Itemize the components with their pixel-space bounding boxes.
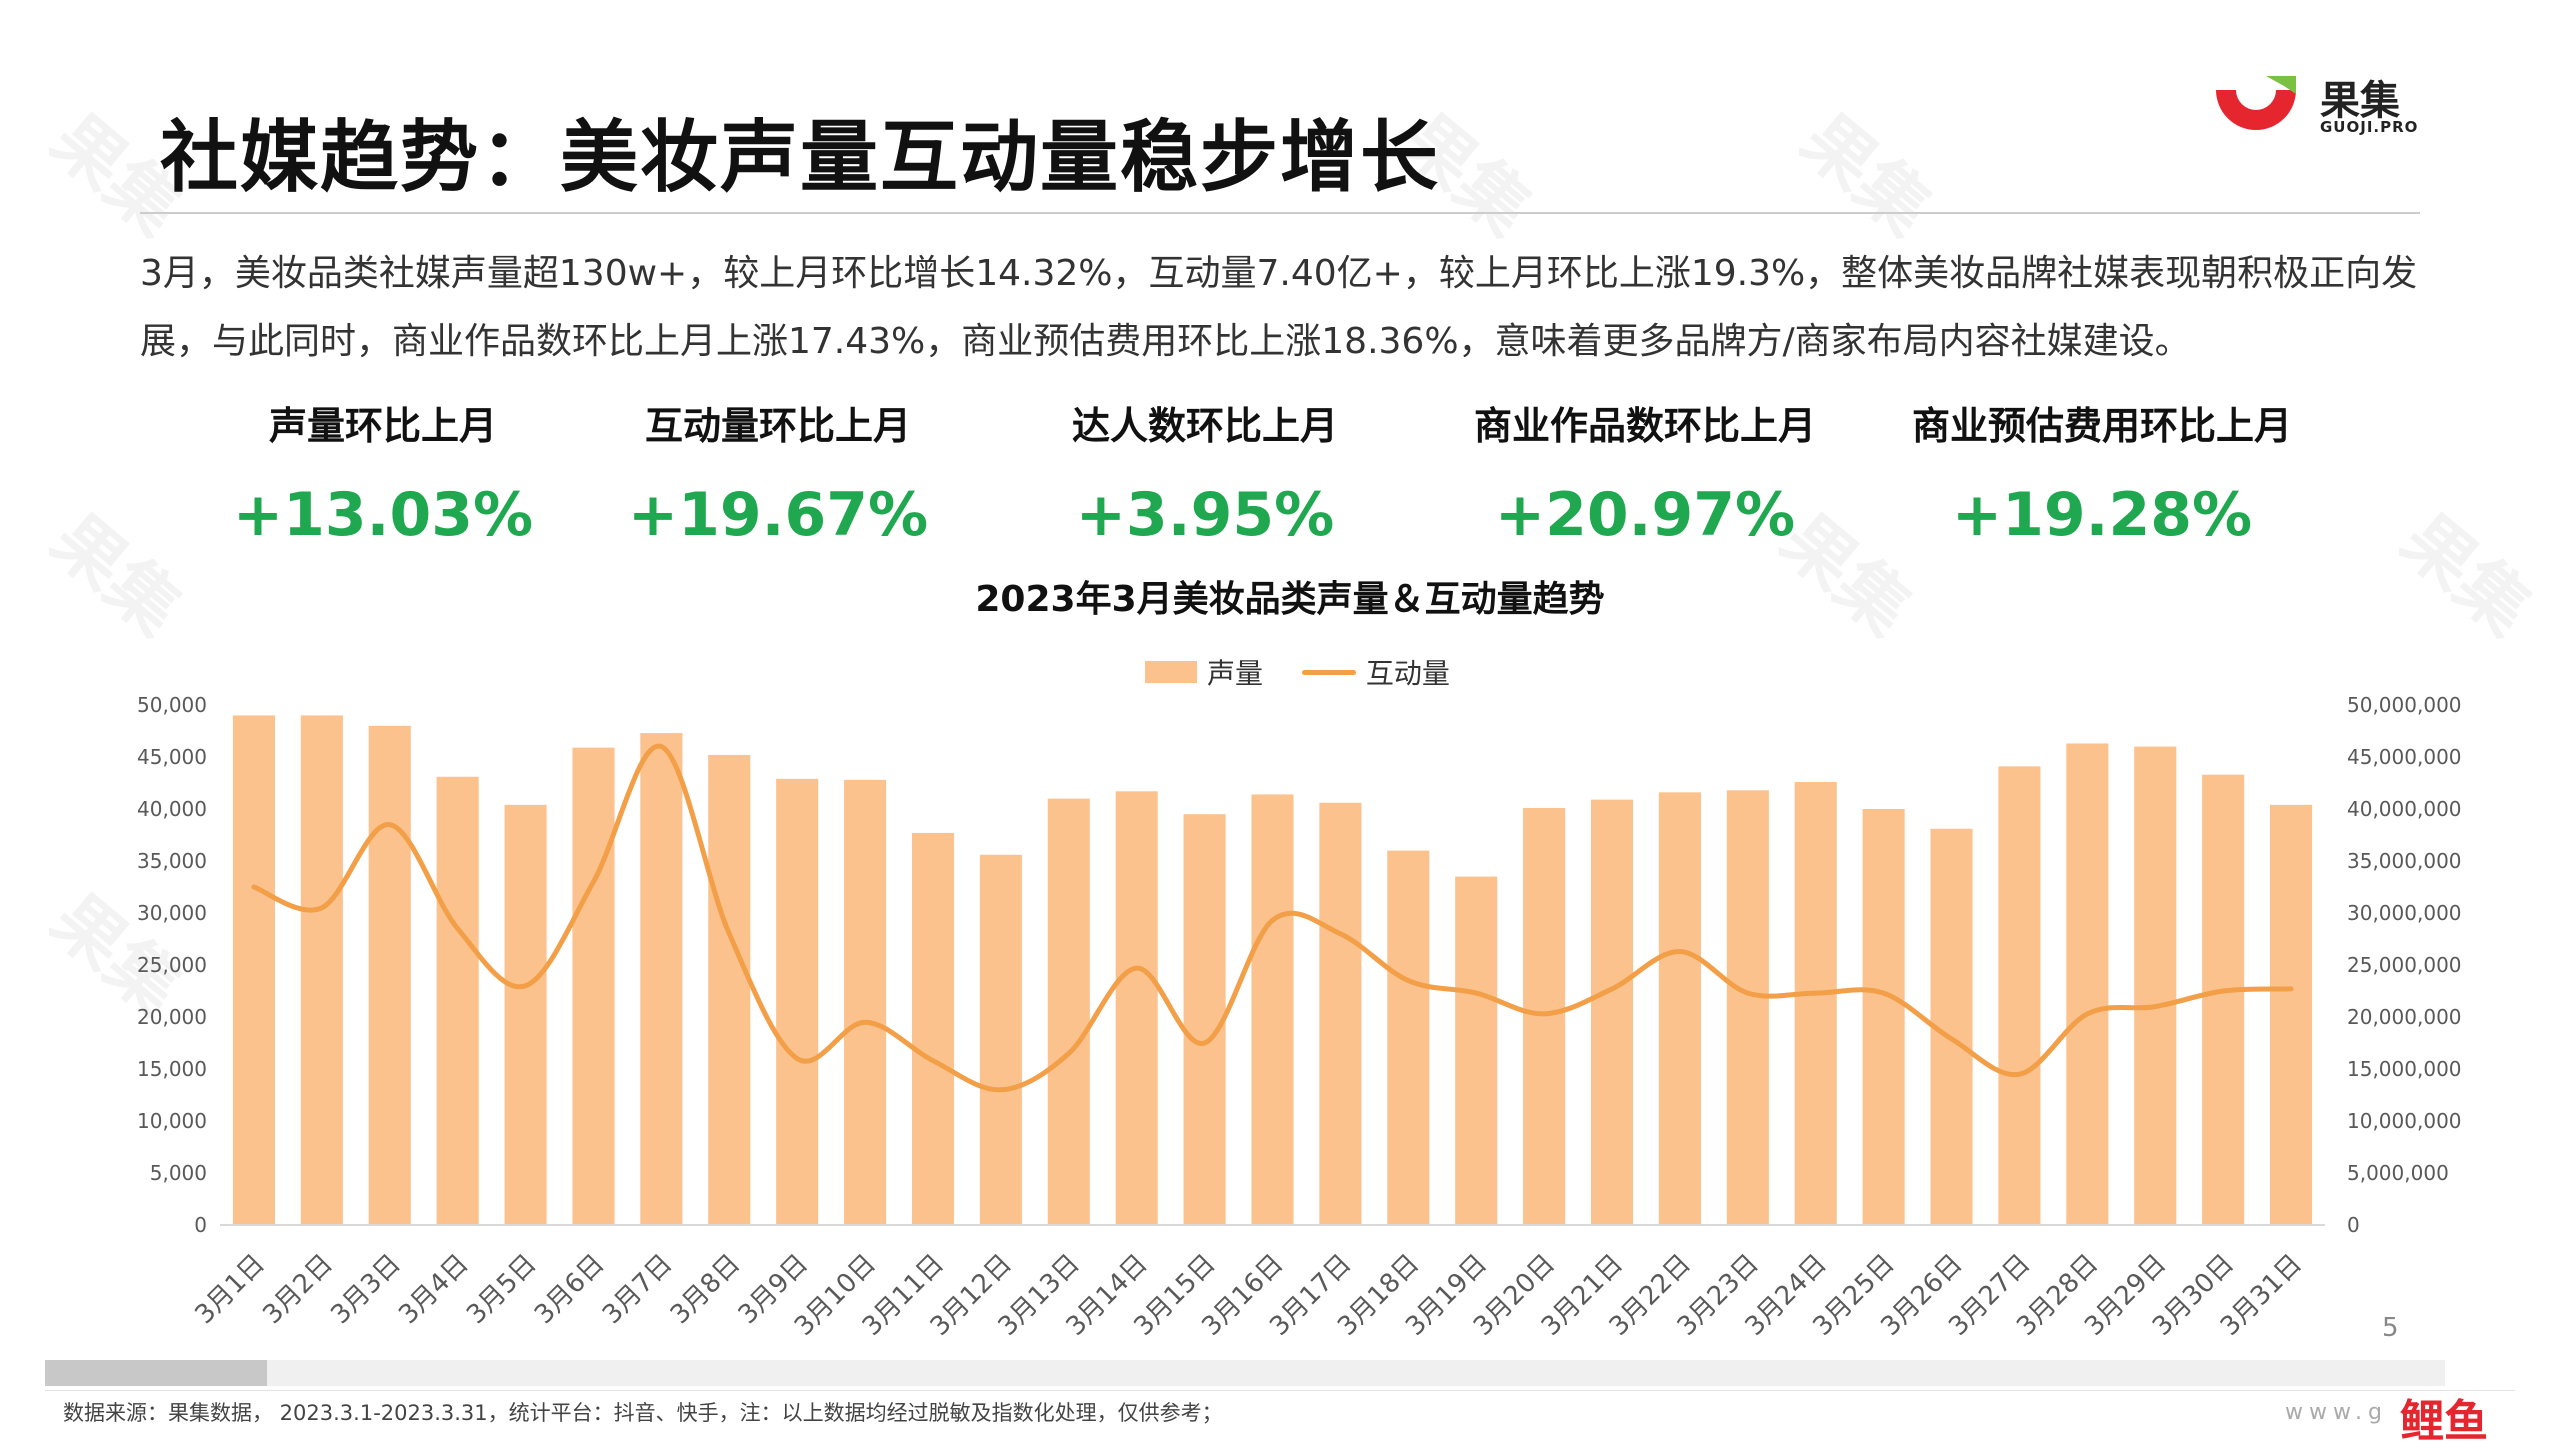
bar	[1251, 794, 1293, 1225]
kpi-label: 商业作品数环比上月	[1435, 395, 1855, 450]
kpi-value: +13.03%	[173, 480, 593, 550]
category-label: 3月3日	[325, 1249, 406, 1330]
right-axis-tick: 45,000,000	[2347, 745, 2462, 769]
right-axis-tick: 10,000,000	[2347, 1109, 2462, 1133]
right-axis-tick: 15,000,000	[2347, 1057, 2462, 1081]
bar	[1591, 800, 1633, 1225]
page-title: 社媒趋势：美妆声量互动量稳步增长	[160, 95, 1440, 207]
bar	[1319, 803, 1361, 1225]
category-label: 3月8日	[665, 1249, 746, 1330]
bar	[1795, 782, 1837, 1225]
bar	[640, 733, 682, 1225]
category-label: 3月4日	[393, 1249, 474, 1330]
bar	[1998, 766, 2040, 1225]
logo-subtitle: GUOJI.PRO	[2320, 118, 2418, 136]
header-divider	[140, 212, 2420, 214]
bar	[776, 779, 818, 1225]
bar	[437, 777, 479, 1225]
left-axis-tick: 25,000	[137, 953, 207, 977]
legend-line-swatch	[1302, 670, 1356, 675]
bar	[980, 855, 1022, 1225]
page-number: 5	[2382, 1313, 2399, 1343]
kpi-interaction: 互动量环比上月 +19.67%	[568, 395, 988, 550]
left-axis-tick: 30,000	[137, 901, 207, 925]
kpi-value: +3.95%	[995, 480, 1415, 550]
bar	[301, 715, 343, 1225]
kpi-value: +20.97%	[1435, 480, 1855, 550]
bar	[1455, 877, 1497, 1225]
intro-paragraph: 3月，美妆品类社媒声量超130w+，较上月环比增长14.32%，互动量7.40亿…	[140, 240, 2440, 376]
category-label: 3月6日	[529, 1249, 610, 1330]
bar	[233, 715, 275, 1225]
bar	[1048, 799, 1090, 1225]
category-label: 3月1日	[190, 1249, 271, 1330]
brand-watermark: 鲤鱼	[2400, 1385, 2488, 1449]
kpi-commercial-works: 商业作品数环比上月 +20.97%	[1435, 395, 1855, 550]
bar	[369, 726, 411, 1225]
kpi-value: +19.67%	[568, 480, 988, 550]
bar	[2134, 747, 2176, 1225]
bar	[1116, 791, 1158, 1225]
bar	[912, 833, 954, 1225]
bar	[2202, 775, 2244, 1225]
chart-title: 2023年3月美妆品类声量＆互动量趋势	[0, 570, 2560, 622]
left-axis-tick: 0	[194, 1213, 207, 1237]
left-axis-tick: 35,000	[137, 849, 207, 873]
bar	[1863, 809, 1905, 1225]
bar	[2066, 743, 2108, 1225]
bar	[1387, 851, 1429, 1225]
right-axis-tick: 25,000,000	[2347, 953, 2462, 977]
bar	[2270, 805, 2312, 1225]
bar	[572, 748, 614, 1225]
kpi-label: 达人数环比上月	[995, 395, 1415, 450]
scrollbar-thumb[interactable]	[45, 1360, 267, 1386]
left-axis-tick: 15,000	[137, 1057, 207, 1081]
right-axis-tick: 5,000,000	[2347, 1161, 2449, 1185]
category-label: 3月5日	[461, 1249, 542, 1330]
category-label: 3月2日	[257, 1249, 338, 1330]
bar	[1523, 808, 1565, 1225]
right-axis-tick: 35,000,000	[2347, 849, 2462, 873]
right-axis-tick: 0	[2347, 1213, 2360, 1237]
bar	[1659, 792, 1701, 1225]
left-axis-tick: 40,000	[137, 797, 207, 821]
left-axis-tick: 10,000	[137, 1109, 207, 1133]
kpi-label: 商业预估费用环比上月	[1892, 395, 2312, 450]
watermark: 果集	[1784, 87, 1956, 254]
footer-divider	[45, 1390, 2515, 1391]
bar	[708, 755, 750, 1225]
category-label: 3月7日	[597, 1249, 678, 1330]
left-axis-tick: 45,000	[137, 745, 207, 769]
kpi-commercial-cost: 商业预估费用环比上月 +19.28%	[1892, 395, 2312, 550]
kpi-label: 互动量环比上月	[568, 395, 988, 450]
bar	[1184, 814, 1226, 1225]
kpi-volume: 声量环比上月 +13.03%	[173, 395, 593, 550]
kpi-label: 声量环比上月	[173, 395, 593, 450]
left-axis-tick: 20,000	[137, 1005, 207, 1029]
bar	[505, 805, 547, 1225]
right-axis-tick: 40,000,000	[2347, 797, 2462, 821]
brand-url: www.g	[2285, 1400, 2388, 1425]
trend-chart: 0 5,000 10,000 15,000 20,000 25,000 30,000 35,0…	[0, 680, 2560, 1360]
kpi-influencers: 达人数环比上月 +3.95%	[995, 395, 1415, 550]
kpi-value: +19.28%	[1892, 480, 2312, 550]
right-axis-tick: 30,000,000	[2347, 901, 2462, 925]
bar	[1727, 790, 1769, 1225]
data-source-note: 数据来源：果集数据， 2023.3.1-2023.3.31，统计平台：抖音、快手…	[63, 1397, 1223, 1427]
left-axis-tick: 5,000	[150, 1161, 207, 1185]
left-axis-tick: 50,000	[137, 693, 207, 717]
right-axis-tick: 20,000,000	[2347, 1005, 2462, 1029]
scrollbar-track[interactable]	[45, 1360, 2445, 1386]
right-axis-tick: 50,000,000	[2347, 693, 2462, 717]
bar	[844, 780, 886, 1225]
